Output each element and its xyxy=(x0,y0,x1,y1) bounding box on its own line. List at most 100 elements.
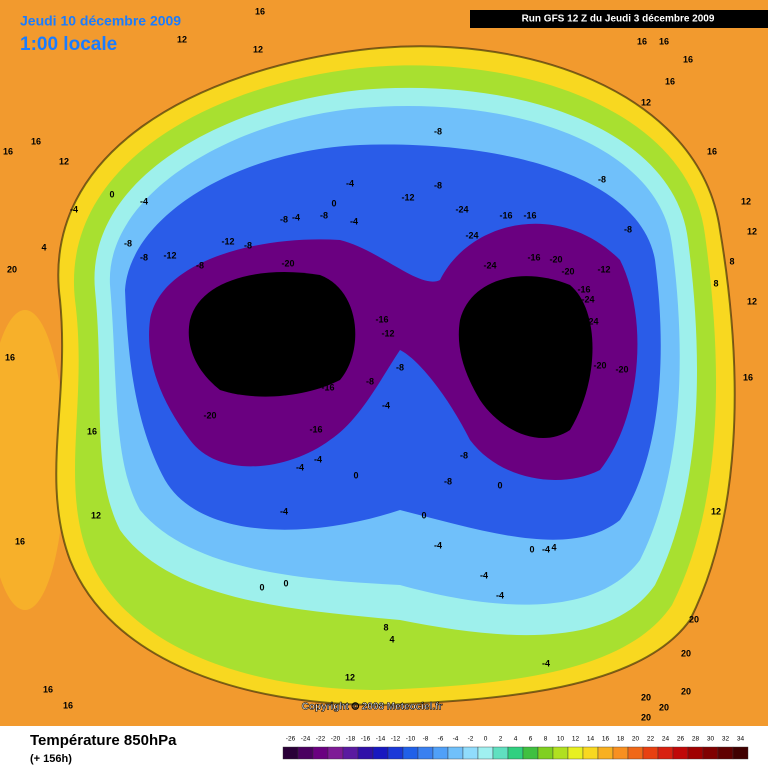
contour-label: 16 xyxy=(15,536,25,546)
colorbar-cell xyxy=(672,746,689,760)
contour-label: 16 xyxy=(255,6,265,16)
colorbar-label: 22 xyxy=(647,736,655,743)
time-label: 1:00 locale xyxy=(20,34,117,55)
contour-label: -20 xyxy=(615,364,628,374)
contour-label: -8 xyxy=(624,224,632,234)
contour-label: -28 xyxy=(513,350,526,360)
contour-labels: 16 12 12 16 16 16 16 12 16 16 12 16 12 12 8 8 12 16 20 4 0 -4… xyxy=(3,6,757,722)
contour-label: -24 xyxy=(581,294,594,304)
colorbar-label: 32 xyxy=(722,736,730,743)
contour-label: -8 xyxy=(244,240,252,250)
contour-label: 0 xyxy=(353,470,358,480)
contour-label: -4 xyxy=(70,204,78,214)
colorbar-cell xyxy=(687,746,704,760)
colorbar-label: 4 xyxy=(514,736,518,743)
contour-label: -4 xyxy=(280,506,288,516)
colorbar-cell xyxy=(372,746,389,760)
contour-label: 12 xyxy=(345,672,355,682)
contour-label: -8 xyxy=(460,450,468,460)
contour-label: 8 xyxy=(729,256,734,266)
colorbar-cell xyxy=(702,746,719,760)
contour-label: 0 xyxy=(283,578,288,588)
contour-label: 12 xyxy=(641,97,651,107)
colorbar-cell xyxy=(462,746,479,760)
contour-label: -12 xyxy=(221,236,234,246)
contour-label: -8 xyxy=(444,476,452,486)
contour-label: -20 xyxy=(549,254,562,264)
colorbar-label: -22 xyxy=(316,736,326,743)
contour-label: 0 xyxy=(109,189,114,199)
colorbar-label: -18 xyxy=(346,736,356,743)
colorbar-label: -6 xyxy=(438,736,444,743)
colorbar-cell xyxy=(447,746,464,760)
colorbar-label: -16 xyxy=(361,736,371,743)
contour-label: -8 xyxy=(124,238,132,248)
contour-label: 4 xyxy=(389,634,394,644)
contour-label: -8 xyxy=(598,174,606,184)
colorbar-cell xyxy=(522,746,539,760)
contour-label: 12 xyxy=(747,226,757,236)
contour-label: 12 xyxy=(91,510,101,520)
colorbar-cell xyxy=(537,746,554,760)
footer-title: Température 850hPa xyxy=(30,732,177,749)
contour-label: 20 xyxy=(7,264,17,274)
colorbar-cell xyxy=(627,746,644,760)
contour-label: 16 xyxy=(659,36,669,46)
cold-pole-west xyxy=(188,272,356,397)
copyright: Copyright © 2008 Meteociel.fr xyxy=(302,702,443,713)
colorbar-label: 18 xyxy=(617,736,625,743)
contour-label: 12 xyxy=(711,506,721,516)
contour-label: -4 xyxy=(346,178,354,188)
contour-label: -4 xyxy=(542,658,550,668)
contour-label: -4 xyxy=(496,590,504,600)
contour-label: -16 xyxy=(375,314,388,324)
contour-label: -16 xyxy=(577,284,590,294)
colorbar-label: 34 xyxy=(737,736,745,743)
colorbar-label: 28 xyxy=(692,736,700,743)
contour-label: -24 xyxy=(455,204,468,214)
contour-label: -20 xyxy=(523,276,536,286)
colorbar-label: -24 xyxy=(301,736,311,743)
contour-label: 20 xyxy=(641,712,651,722)
colorbar-cell xyxy=(657,746,674,760)
colorbar-cell xyxy=(642,746,659,760)
contour-label: -4 xyxy=(382,400,390,410)
colorbar-label: 2 xyxy=(499,736,503,743)
colorbar-cell xyxy=(357,746,374,760)
colorbar-cell xyxy=(432,746,449,760)
colorbar-label: -14 xyxy=(376,736,386,743)
contour-label: -8 xyxy=(140,252,148,262)
contour-label: -24 xyxy=(487,366,500,376)
colorbar-cell xyxy=(507,746,524,760)
colorbar-cell xyxy=(492,746,509,760)
contour-label: -24 xyxy=(483,260,496,270)
run-label: Run GFS 12 Z du Jeudi 3 décembre 2009 xyxy=(522,14,715,25)
contour-label: 16 xyxy=(743,372,753,382)
colorbar-label: 24 xyxy=(662,736,670,743)
contour-label: 0 xyxy=(529,544,534,554)
footer-lead: (+ 156h) xyxy=(30,753,72,765)
colorbar-cell xyxy=(732,746,749,760)
contour-label: -4 xyxy=(434,540,442,550)
contour-label: -24 xyxy=(313,378,326,388)
contour-label: -4 xyxy=(542,544,550,554)
contour-label: -20 xyxy=(245,278,258,288)
contour-label: -20 xyxy=(561,266,574,276)
contour-label: 8 xyxy=(713,278,718,288)
colorbar-label: -20 xyxy=(331,736,341,743)
contour-label: -24 xyxy=(585,316,598,326)
contour-label: -20 xyxy=(203,410,216,420)
contour-label: 20 xyxy=(681,648,691,658)
contour-label: 16 xyxy=(87,426,97,436)
contour-label: -12 xyxy=(381,328,394,338)
colorbar-cell xyxy=(387,746,404,760)
contour-label: -16 xyxy=(309,424,322,434)
contour-label: -4 xyxy=(292,212,300,222)
contour-label: -24 xyxy=(261,280,274,290)
contour-label: 16 xyxy=(5,352,15,362)
colorbar-cell xyxy=(327,746,344,760)
contour-label: 20 xyxy=(641,692,651,702)
contour-label: 16 xyxy=(637,36,647,46)
